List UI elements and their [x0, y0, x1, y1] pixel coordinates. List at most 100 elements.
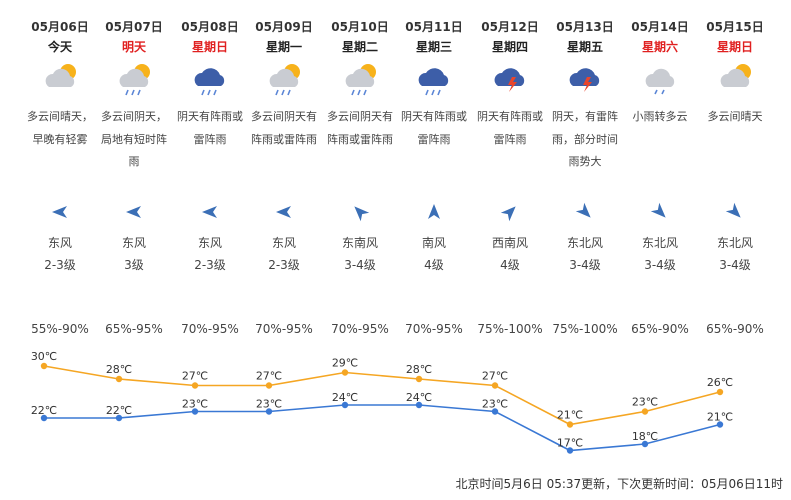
wind-info: 南风 4级	[396, 232, 472, 276]
humidity-range: 70%-95%	[255, 322, 313, 336]
wind-direction: 东风	[271, 236, 296, 250]
low-temp-label: 17℃	[557, 437, 583, 450]
weather-description: 多云间晴天，早晚有轻雾	[27, 110, 93, 146]
wind-direction-icon	[428, 204, 440, 219]
temperature-chart: 30℃ 28℃ 27℃ 27℃ 29℃ 28℃ 27℃ 21℃ 23℃ 26℃ 22℃ 22℃ 23℃ 2…	[31, 350, 733, 454]
low-temp-point	[415, 401, 423, 409]
forecast-day: 05月14日 星期六 小雨转多云 东北风 3-4级	[622, 0, 698, 290]
low-temp-point	[265, 408, 273, 415]
day-label: 星期日	[716, 40, 753, 54]
wind-direction-icon	[202, 206, 217, 218]
wind-level: 3-4级	[644, 258, 676, 272]
low-temp-label: 24℃	[332, 391, 358, 404]
cloud-rain-sun-icon	[269, 64, 300, 96]
wind-direction-icon	[500, 206, 516, 222]
high-temp-label: 28℃	[106, 363, 132, 376]
low-temp-label: 23℃	[182, 398, 208, 411]
rain-cloud-icon	[194, 68, 225, 96]
day-label: 星期二	[341, 40, 378, 54]
weather-description: 多云间阴天，局地有短时阵雨	[101, 110, 167, 168]
low-temp-point	[566, 447, 574, 454]
humidity-range: 70%-95%	[181, 322, 239, 336]
rain-cloud-icon	[418, 68, 449, 96]
low-temp-point	[191, 408, 199, 415]
wind-level: 4级	[500, 258, 520, 272]
wind-direction-icon	[575, 202, 591, 218]
low-temp-point	[115, 414, 123, 422]
humidity-range: 65%-95%	[105, 322, 163, 336]
day-date: 05月13日	[556, 20, 614, 34]
thunderstorm-icon	[494, 68, 525, 92]
humidity-range: 70%-95%	[331, 322, 389, 336]
forecast-day: 05月15日 星期日 多云间晴天 东北风 3-4级	[697, 0, 773, 290]
weather-description: 多云间阴天有阵雨或雷阵雨	[251, 110, 317, 146]
weather-description: 多云间阴天有阵雨或雷阵雨	[327, 110, 393, 146]
high-temp-point	[265, 382, 273, 389]
humidity-range: 75%-100%	[477, 322, 543, 336]
day-label: 星期日	[191, 40, 228, 54]
forecast-day: 05月07日 明天 多云间阴天，局地有短时阵雨 东风 3级	[96, 0, 172, 290]
humidity-range: 75%-100%	[552, 322, 618, 336]
light-rain-icon	[645, 68, 675, 95]
weather-description: 多云间晴天	[707, 110, 763, 123]
high-temp-point	[115, 375, 123, 383]
cloud-rain-sun-icon	[345, 64, 376, 96]
wind-info: 东风 2-3级	[172, 232, 248, 276]
high-temp-point	[341, 369, 349, 376]
wind-direction-icon	[650, 202, 666, 218]
day-label: 今天	[47, 40, 72, 54]
day-date: 05月14日	[631, 20, 689, 34]
wind-info: 西南风 4级	[472, 232, 548, 276]
weather-description: 阴天有阵雨或雷阵雨	[477, 110, 543, 146]
low-temp-label: 24℃	[406, 391, 432, 404]
weather-description: 阴天有阵雨或雷阵雨	[177, 110, 243, 146]
weather-description: 小雨转多云	[632, 110, 688, 123]
high-temp-label: 27℃	[482, 370, 508, 383]
wind-level: 3-4级	[719, 258, 751, 272]
day-date: 05月11日	[405, 20, 463, 34]
day-label: 星期四	[491, 40, 528, 54]
forecast-day: 05月06日 今天 多云间晴天，早晚有轻雾 东风 2-3级	[22, 0, 98, 290]
low-temp-point	[641, 440, 649, 448]
low-temp-point	[491, 408, 499, 415]
low-temp-label: 22℃	[31, 404, 57, 417]
wind-direction: 东风	[121, 236, 146, 250]
wind-info: 东南风 3-4级	[322, 232, 398, 276]
wind-info: 东北风 3-4级	[697, 232, 773, 276]
wind-direction: 东北风	[716, 236, 753, 250]
high-temp-label: 26℃	[707, 376, 733, 389]
high-temp-point	[191, 382, 199, 389]
day-date: 05月06日	[31, 20, 89, 34]
low-temp-point	[40, 414, 48, 422]
high-temp-line	[43, 365, 721, 426]
weather-description: 阴天，有雷阵雨，部分时间雨势大	[552, 110, 618, 168]
day-label: 明天	[121, 40, 146, 54]
high-temp-label: 28℃	[406, 363, 432, 376]
wind-level: 2-3级	[44, 258, 76, 272]
wind-direction: 东风	[197, 236, 222, 250]
day-label: 星期五	[566, 40, 603, 54]
day-date: 05月08日	[181, 20, 239, 34]
humidity-range: 55%-90%	[31, 322, 89, 336]
update-time: 北京时间5月6日 05:37更新，下次更新时间：05月06日11时	[455, 477, 783, 491]
wind-direction-icon	[354, 206, 370, 222]
wind-info: 东北风 3-4级	[622, 232, 698, 276]
wind-level: 4级	[424, 258, 444, 272]
wind-level: 2-3级	[268, 258, 300, 272]
wind-direction: 东南风	[341, 236, 378, 250]
wind-info: 东风 2-3级	[22, 232, 98, 276]
wind-direction-icon	[725, 202, 741, 218]
wind-info: 东风 3级	[96, 232, 172, 276]
day-date: 05月12日	[481, 20, 539, 34]
forecast-day: 05月09日 星期一 多云间阴天有阵雨或雷阵雨 东风 2-3级	[246, 0, 322, 290]
wind-direction: 南风	[421, 236, 446, 250]
day-label: 星期三	[415, 40, 452, 54]
wind-info: 东北风 3-4级	[547, 232, 623, 276]
low-temp-label: 23℃	[482, 398, 508, 411]
wind-direction: 西南风	[491, 236, 528, 250]
wind-level: 3-4级	[569, 258, 601, 272]
high-temp-point	[641, 408, 649, 415]
wind-direction-icon	[126, 206, 141, 218]
forecast-day: 05月13日 星期五 阴天，有雷阵雨，部分时间雨势大 东北风 3-4级	[547, 0, 623, 290]
low-temp-label: 23℃	[256, 398, 282, 411]
